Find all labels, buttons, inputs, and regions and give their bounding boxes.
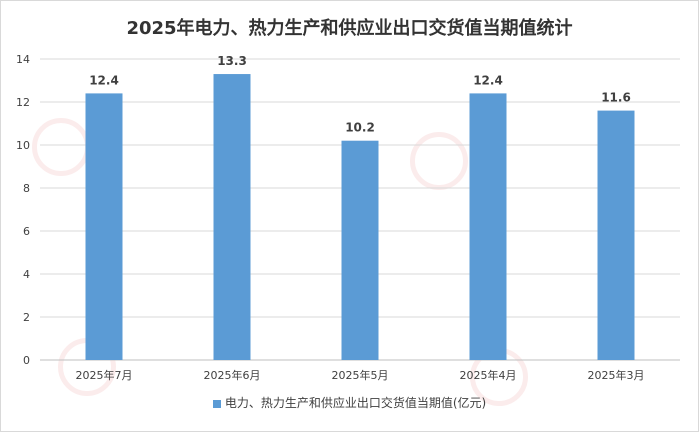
legend-swatch [212,399,221,408]
bar [469,93,507,361]
chart-title: 2025年电力、热力生产和供应业出口交货值当期值统计 [126,18,573,39]
y-tick-label: 6 [23,225,30,238]
y-tick-label: 0 [23,354,30,367]
bar [597,110,635,360]
y-tick-label: 2 [23,311,30,324]
legend: 电力、热力生产和供应业出口交货值当期值(亿元) [0,394,699,411]
data-label: 10.2 [345,121,375,135]
y-tick-label: 8 [23,182,30,195]
bars: 12.4 13.3 10.2 12.4 11.6 [85,54,635,361]
bar [85,93,123,361]
x-tick-label: 2025年3月 [588,368,645,382]
bar [341,140,379,360]
x-tick-label: 2025年4月 [460,368,517,382]
x-tick-label: 2025年5月 [332,368,389,382]
data-label: 13.3 [217,54,247,68]
y-tick-label: 10 [16,139,30,152]
data-label: 12.4 [473,73,503,87]
y-tick-label: 4 [23,268,30,281]
data-label: 12.4 [89,73,119,87]
legend-label: 电力、热力生产和供应业出口交货值当期值(亿元) [224,396,487,410]
y-tick-label: 12 [16,96,30,109]
data-label: 11.6 [601,91,631,105]
bar [213,74,251,361]
x-tick-label: 2025年6月 [204,368,261,382]
x-tick-label: 2025年7月 [76,368,133,382]
x-axis: 2025年7月 2025年6月 2025年5月 2025年4月 2025年3月 [76,368,645,382]
y-axis: 0 2 4 6 8 10 12 14 [16,53,30,367]
y-tick-label: 14 [16,53,30,66]
